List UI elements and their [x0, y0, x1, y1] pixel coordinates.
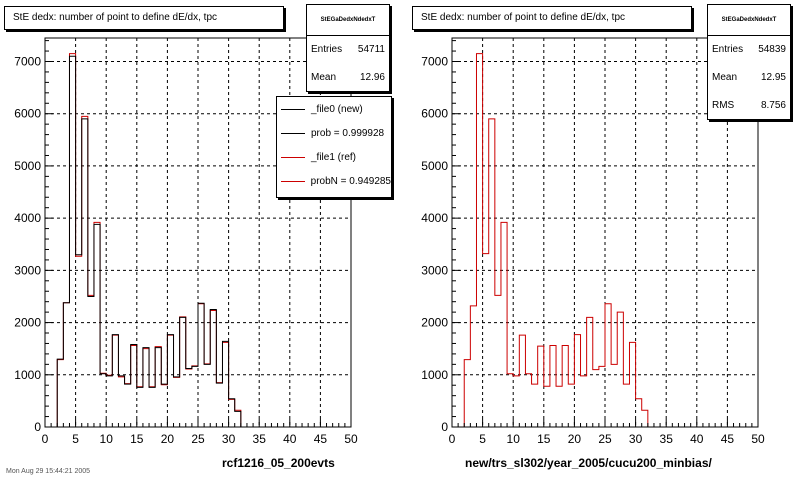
- right-x-tick-label: 15: [537, 432, 551, 446]
- left-x-tick-label: 5: [72, 432, 79, 446]
- left-y-tick-label: 0: [34, 420, 41, 434]
- left-y-tick-label: 5000: [14, 159, 41, 173]
- right-y-tick-label: 6000: [421, 107, 448, 121]
- legend-swatch-ref: [281, 156, 305, 158]
- left-x-tick-label: 40: [283, 432, 297, 446]
- legend-entry-new: _file0 (new): [277, 97, 391, 121]
- left-x-tick-label: 15: [130, 432, 144, 446]
- right-x-tick-label: 40: [690, 432, 704, 446]
- right-stats-mean: Mean 12.95: [712, 72, 786, 83]
- right-x-tick-label: 35: [660, 432, 674, 446]
- right-x-tick-label: 5: [479, 432, 486, 446]
- left-x-tick-label: 20: [161, 432, 175, 446]
- right-y-tick-label: 0: [441, 420, 448, 434]
- left-stats-name: StEGaDedxNdedxT: [307, 5, 389, 36]
- right-x-tick-label: 50: [751, 432, 765, 446]
- right-x-tick-label: 25: [598, 432, 612, 446]
- left-stats-entries: Entries 54711: [311, 44, 385, 55]
- right-stats-box: StEGaDedxNdedxT Entries 54839 Mean 12.95…: [707, 4, 791, 120]
- right-y-tick-label: 4000: [421, 211, 448, 225]
- left-y-tick-label: 2000: [14, 316, 41, 330]
- left-x-tick-label: 50: [344, 432, 358, 446]
- legend-swatch-prob: [281, 132, 305, 134]
- left-x-tick-label: 25: [191, 432, 205, 446]
- legend-swatch-probn: [281, 180, 305, 182]
- right-y-tick-label: 1000: [421, 368, 448, 382]
- right-stats-rms: RMS 8.756: [712, 100, 786, 111]
- left-histogram-title: StE dedx: number of point to define dE/d…: [4, 6, 284, 30]
- right-x-tick-label: 0: [449, 432, 456, 446]
- right-footer-label: new/trs_sl302/year_2005/cucu200_minbias/: [465, 456, 712, 470]
- left-x-tick-label: 10: [100, 432, 114, 446]
- left-legend: _file0 (new) prob = 0.999928 _file1 (ref…: [276, 96, 392, 198]
- right-histogram-title: StE dedx: number of point to define dE/d…: [412, 6, 692, 30]
- legend-entry-ref: _file1 (ref): [277, 145, 391, 169]
- left-x-tick-label: 45: [314, 432, 328, 446]
- left-footer-label: rcf1216_05_200evts: [222, 456, 335, 470]
- legend-swatch-new: [281, 108, 305, 110]
- left-stats-box: StEGaDedxNdedxT Entries 54711 Mean 12.96: [306, 4, 390, 92]
- right-x-tick-label: 30: [629, 432, 643, 446]
- left-y-tick-label: 7000: [14, 54, 41, 68]
- left-x-tick-label: 30: [222, 432, 236, 446]
- right-stats-entries: Entries 54839: [712, 44, 786, 55]
- left-timestamp: Mon Aug 29 15:44:21 2005: [6, 468, 91, 475]
- left-y-tick-label: 3000: [14, 263, 41, 277]
- left-y-tick-label: 6000: [14, 107, 41, 121]
- right-x-tick-label: 45: [721, 432, 735, 446]
- right-stats-name: StEGaDedxNdedxT: [708, 5, 790, 36]
- legend-entry-prob: prob = 0.999928: [277, 121, 391, 145]
- right-y-tick-label: 3000: [421, 263, 448, 277]
- left-x-tick-label: 35: [253, 432, 267, 446]
- left-y-tick-label: 4000: [14, 211, 41, 225]
- right-x-tick-label: 20: [568, 432, 582, 446]
- left-x-tick-label: 0: [42, 432, 49, 446]
- left-y-tick-label: 1000: [14, 368, 41, 382]
- left-stats-mean: Mean 12.96: [311, 72, 385, 83]
- right-y-tick-label: 5000: [421, 159, 448, 173]
- right-y-tick-label: 7000: [421, 54, 448, 68]
- right-y-tick-label: 2000: [421, 316, 448, 330]
- right-x-tick-label: 10: [507, 432, 521, 446]
- legend-entry-probn: probN = 0.949285: [277, 169, 391, 193]
